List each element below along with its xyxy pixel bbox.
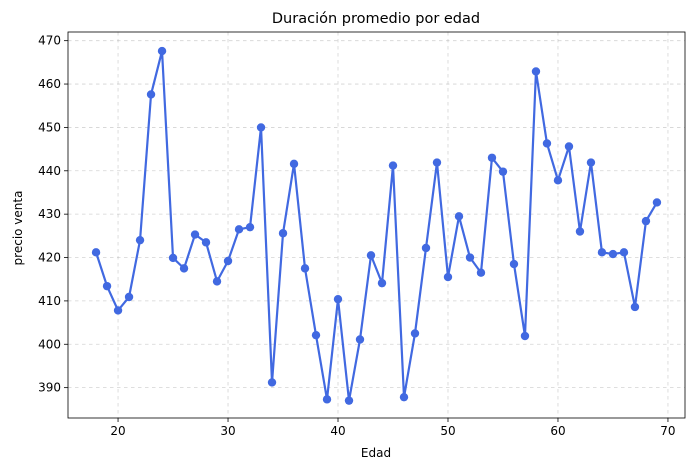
data-line (95, 49, 658, 402)
gridlines (68, 32, 685, 418)
data-point (410, 329, 420, 338)
data-point (575, 227, 585, 236)
data-point (597, 248, 607, 257)
series-line (95, 49, 658, 402)
y-tick-label: 450 (38, 120, 61, 134)
series-points (91, 46, 662, 405)
y-tick-label: 470 (38, 34, 61, 48)
data-point (630, 302, 640, 312)
data-point (454, 212, 464, 221)
y-tick-label: 440 (38, 164, 61, 178)
data-point (146, 90, 156, 99)
data-point (179, 264, 189, 273)
data-point (542, 139, 552, 148)
data-point (344, 396, 354, 405)
y-tick-label: 430 (38, 207, 61, 221)
data-point (300, 264, 310, 273)
data-point (311, 330, 321, 340)
data-point (498, 167, 508, 176)
data-point (366, 251, 376, 260)
x-tick-label: 40 (330, 424, 345, 438)
y-tick-label: 410 (38, 294, 61, 308)
data-point (443, 272, 453, 282)
data-point (201, 238, 211, 247)
data-point (234, 225, 244, 234)
data-point (256, 123, 266, 132)
y-axis-ticks: 390 400 410 420 430 440 450 460 470 (38, 34, 68, 395)
data-point (553, 176, 563, 185)
chart-title: Duración promedio por edad (272, 11, 480, 27)
data-point (399, 392, 409, 402)
data-point (333, 294, 343, 304)
data-point (289, 159, 299, 169)
data-point (421, 243, 431, 253)
y-tick-label: 400 (38, 337, 61, 351)
data-point (223, 256, 233, 266)
x-tick-label: 50 (440, 424, 455, 438)
data-point (124, 292, 134, 302)
y-tick-label: 460 (38, 77, 61, 91)
data-point (531, 67, 541, 76)
data-point (619, 248, 629, 257)
data-point (135, 235, 145, 245)
x-axis-label: Edad (361, 446, 391, 460)
data-point (102, 281, 112, 291)
y-tick-label: 390 (38, 381, 61, 395)
data-point (377, 278, 387, 288)
data-point (113, 306, 123, 315)
data-point (465, 253, 475, 262)
data-point (190, 230, 200, 239)
x-tick-label: 60 (550, 424, 565, 438)
x-tick-label: 20 (110, 424, 125, 438)
data-point (355, 335, 365, 344)
x-tick-label: 30 (220, 424, 235, 438)
data-point (432, 158, 442, 167)
data-point (564, 142, 574, 151)
data-point (641, 216, 651, 226)
data-point (245, 222, 255, 232)
y-tick-label: 420 (38, 251, 61, 265)
x-axis-ticks: 20 30 40 50 60 70 (110, 418, 676, 438)
data-point (520, 331, 530, 341)
data-point (91, 248, 101, 257)
data-point (608, 249, 618, 259)
data-point (388, 161, 398, 170)
data-point (157, 46, 167, 56)
data-point (212, 277, 222, 286)
data-point (278, 229, 288, 238)
data-point (652, 198, 662, 207)
data-point (586, 158, 596, 167)
data-point (168, 253, 178, 263)
data-point (509, 259, 519, 269)
y-axis-label: precio venta (11, 191, 25, 266)
plot-frame (67, 31, 686, 419)
x-tick-label: 70 (660, 424, 675, 438)
data-point (267, 378, 277, 387)
data-point (322, 395, 332, 404)
data-point (476, 268, 486, 277)
data-point (487, 153, 497, 162)
